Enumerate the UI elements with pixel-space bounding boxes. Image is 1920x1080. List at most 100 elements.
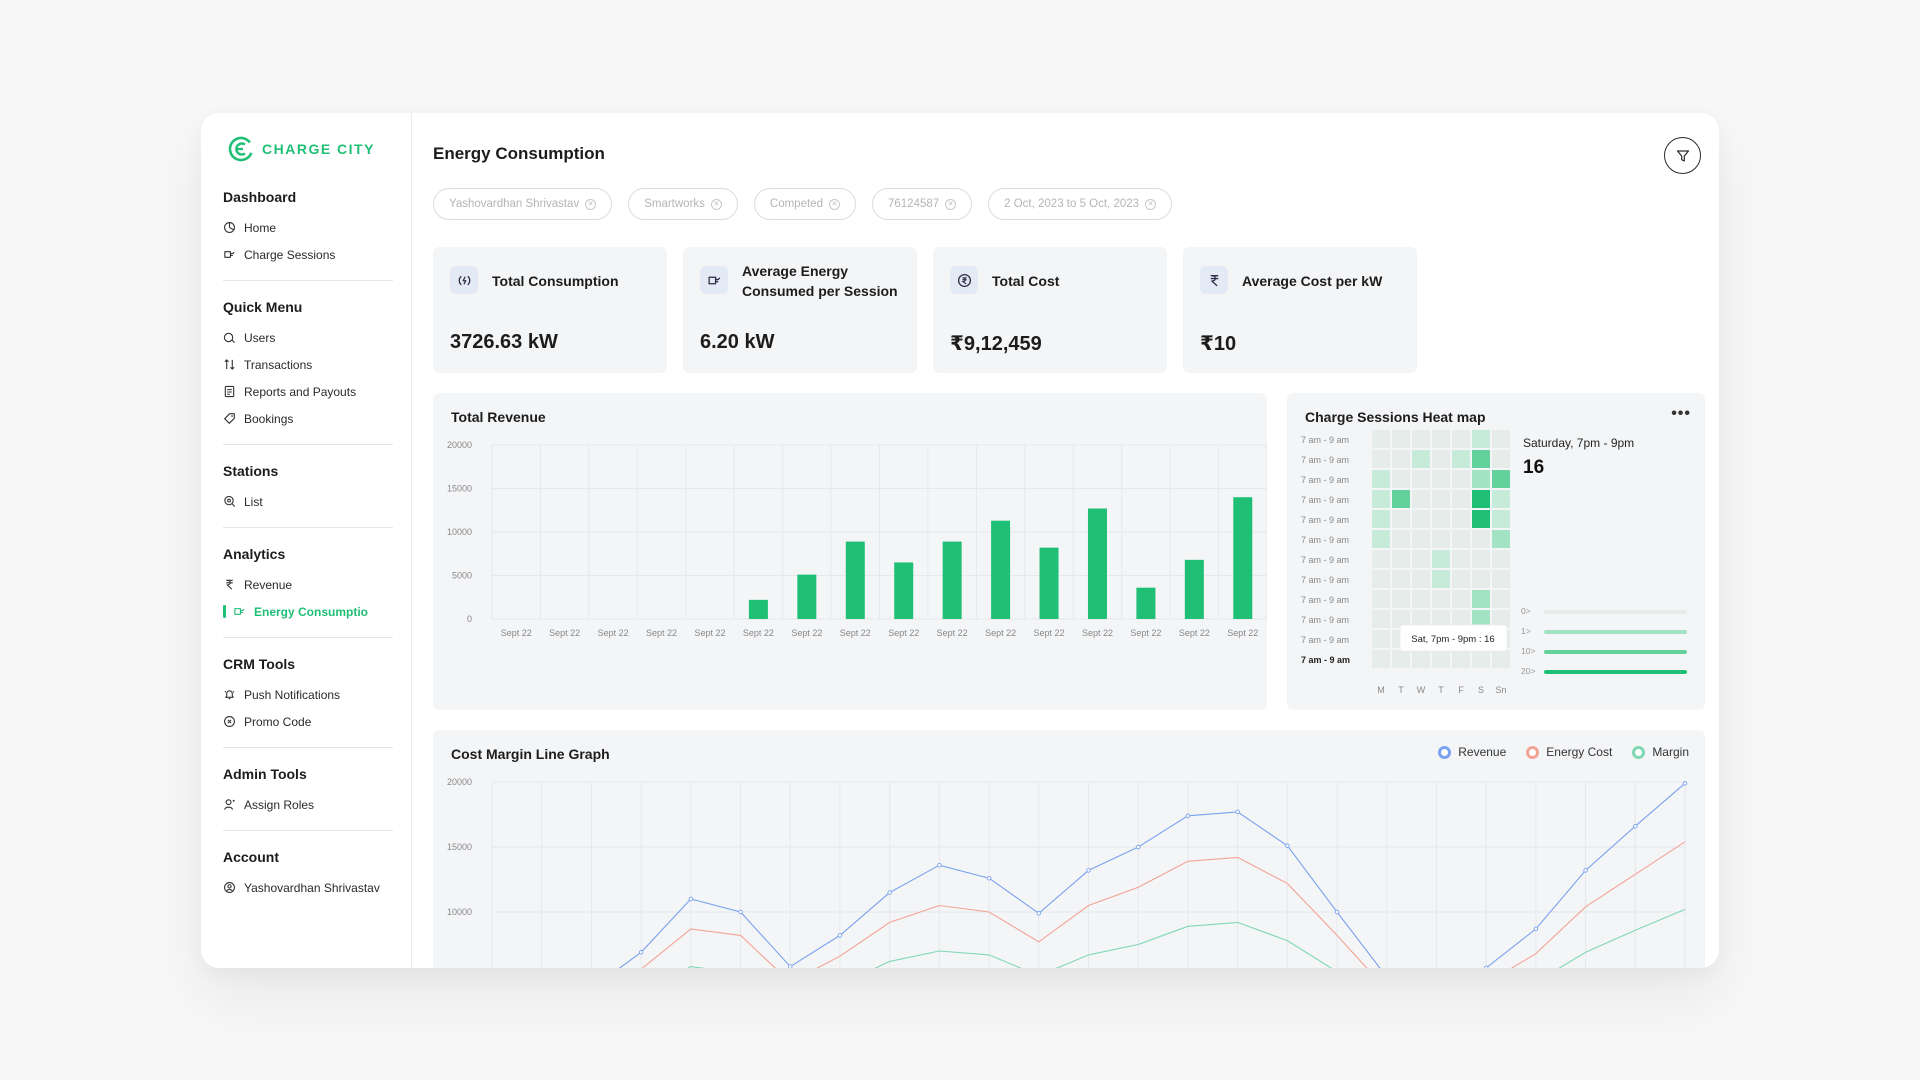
sidebar-item-home[interactable]: Home — [223, 214, 393, 241]
filter-chip[interactable]: Smartworks ✕ — [628, 188, 738, 220]
sidebar-item-promo-code[interactable]: Promo Code — [223, 708, 393, 735]
heatmap-cell[interactable] — [1372, 450, 1390, 468]
revenue-bar[interactable] — [894, 562, 914, 619]
heatmap-cell[interactable] — [1492, 610, 1510, 628]
heatmap-cell[interactable] — [1472, 650, 1490, 668]
heatmap-cell[interactable] — [1432, 550, 1450, 568]
heatmap-cell[interactable] — [1392, 610, 1410, 628]
heatmap-cell[interactable] — [1492, 510, 1510, 528]
sidebar-item-bookings[interactable]: Bookings — [223, 405, 393, 432]
revenue-point[interactable] — [1682, 781, 1688, 786]
heatmap-cell[interactable] — [1452, 530, 1470, 548]
heatmap-cell[interactable] — [1472, 550, 1490, 568]
close-icon[interactable]: ✕ — [710, 198, 722, 210]
heatmap-cell[interactable] — [1392, 470, 1410, 488]
heatmap-cell[interactable] — [1472, 490, 1490, 508]
heatmap-cell[interactable] — [1392, 430, 1410, 448]
heatmap-cell[interactable] — [1372, 590, 1390, 608]
heatmap-cell[interactable] — [1452, 650, 1470, 668]
heatmap-cell[interactable] — [1412, 570, 1430, 588]
heatmap-cell[interactable] — [1392, 550, 1410, 568]
heatmap-cell[interactable] — [1472, 590, 1490, 608]
sidebar-item-transactions[interactable]: Transactions — [223, 351, 393, 378]
heatmap-cell[interactable] — [1372, 650, 1390, 668]
heatmap-cell[interactable] — [1452, 510, 1470, 528]
legend-item[interactable]: Revenue — [1438, 745, 1506, 759]
revenue-bar[interactable] — [797, 574, 817, 619]
heatmap-cell[interactable] — [1492, 590, 1510, 608]
revenue-point[interactable] — [1285, 843, 1290, 848]
revenue-point[interactable] — [937, 862, 942, 868]
close-icon[interactable]: ✕ — [945, 198, 957, 210]
heatmap-cell[interactable] — [1412, 550, 1430, 568]
heatmap-cell[interactable] — [1372, 470, 1390, 488]
heatmap-cell[interactable] — [1412, 610, 1430, 628]
heatmap-cell[interactable] — [1432, 490, 1450, 508]
heatmap-cell[interactable] — [1452, 550, 1470, 568]
close-icon[interactable]: ✕ — [585, 198, 597, 210]
heatmap-cell[interactable] — [1392, 510, 1410, 528]
revenue-point[interactable] — [1583, 868, 1588, 873]
revenue-point[interactable] — [788, 964, 793, 968]
heatmap-cell[interactable] — [1372, 610, 1390, 628]
revenue-point[interactable] — [1483, 965, 1489, 968]
filter-chip[interactable]: Yashovardhan Shrivastav ✕ — [433, 188, 613, 220]
heatmap-cell[interactable] — [1392, 450, 1410, 468]
heatmap-cell[interactable] — [1412, 490, 1430, 508]
revenue-bar[interactable] — [1087, 508, 1107, 619]
revenue-point[interactable] — [638, 950, 644, 955]
heatmap-cell[interactable] — [1492, 430, 1510, 448]
heatmap-cell[interactable] — [1372, 630, 1390, 648]
heatmap-cell[interactable] — [1432, 430, 1450, 448]
revenue-point[interactable] — [1185, 813, 1191, 819]
heatmap-cell[interactable] — [1392, 530, 1410, 548]
revenue-point[interactable] — [1036, 911, 1042, 916]
heatmap-cell[interactable] — [1452, 590, 1470, 608]
revenue-point[interactable] — [1633, 823, 1638, 829]
heatmap-cell[interactable] — [1432, 570, 1450, 588]
heatmap-cell[interactable] — [1472, 530, 1490, 548]
close-icon[interactable]: ✕ — [1145, 198, 1157, 210]
heatmap-cell[interactable] — [1492, 490, 1510, 508]
heatmap-cell[interactable] — [1472, 450, 1490, 468]
revenue-bar[interactable] — [748, 599, 768, 619]
heatmap-cell[interactable] — [1412, 650, 1430, 668]
sidebar-item-list[interactable]: List — [223, 488, 393, 515]
brand-logo[interactable]: CHARGE CITY — [228, 136, 375, 162]
heatmap-cell[interactable] — [1492, 470, 1510, 488]
heatmap-cell[interactable] — [1492, 530, 1510, 548]
heatmap-cell[interactable] — [1472, 470, 1490, 488]
heatmap-cell[interactable] — [1392, 650, 1410, 668]
sidebar-item-charge-sessions[interactable]: Charge Sessions — [223, 241, 393, 268]
heatmap-cell[interactable] — [1412, 510, 1430, 528]
revenue-point[interactable] — [1086, 868, 1091, 873]
heatmap-cell[interactable] — [1452, 490, 1470, 508]
legend-item[interactable]: Energy Cost — [1526, 745, 1612, 759]
revenue-bar[interactable] — [1136, 587, 1156, 619]
revenue-point[interactable] — [1235, 809, 1240, 815]
sidebar-item-push-notifications[interactable]: Push Notifications — [223, 681, 393, 708]
sidebar-item-users[interactable]: Users — [223, 324, 393, 351]
heatmap-cell[interactable] — [1412, 590, 1430, 608]
revenue-point[interactable] — [688, 896, 694, 902]
filter-chip[interactable]: 2 Oct, 2023 to 5 Oct, 2023 ✕ — [988, 188, 1173, 220]
revenue-bar[interactable] — [1184, 559, 1204, 619]
revenue-bar[interactable] — [845, 541, 865, 619]
filter-chip[interactable]: 76124587 ✕ — [871, 188, 973, 220]
heatmap-cell[interactable] — [1412, 530, 1430, 548]
revenue-bar[interactable] — [1039, 547, 1059, 619]
heatmap-cell[interactable] — [1492, 570, 1510, 588]
heatmap-cell[interactable] — [1472, 430, 1490, 448]
revenue-point[interactable] — [738, 909, 743, 915]
heatmap-cell[interactable] — [1452, 570, 1470, 588]
heatmap-cell[interactable] — [1452, 450, 1470, 468]
heatmap-cell[interactable] — [1452, 610, 1470, 628]
filter-chip[interactable]: Competed ✕ — [753, 188, 856, 220]
heatmap-cell[interactable] — [1372, 430, 1390, 448]
heatmap-cell[interactable] — [1372, 530, 1390, 548]
revenue-point[interactable] — [1334, 909, 1340, 915]
heatmap-cell[interactable] — [1432, 590, 1450, 608]
sidebar-item-reports-and-payouts[interactable]: Reports and Payouts — [223, 378, 393, 405]
revenue-point[interactable] — [1135, 844, 1141, 850]
sidebar-item-assign-roles[interactable]: Assign Roles — [223, 791, 393, 818]
